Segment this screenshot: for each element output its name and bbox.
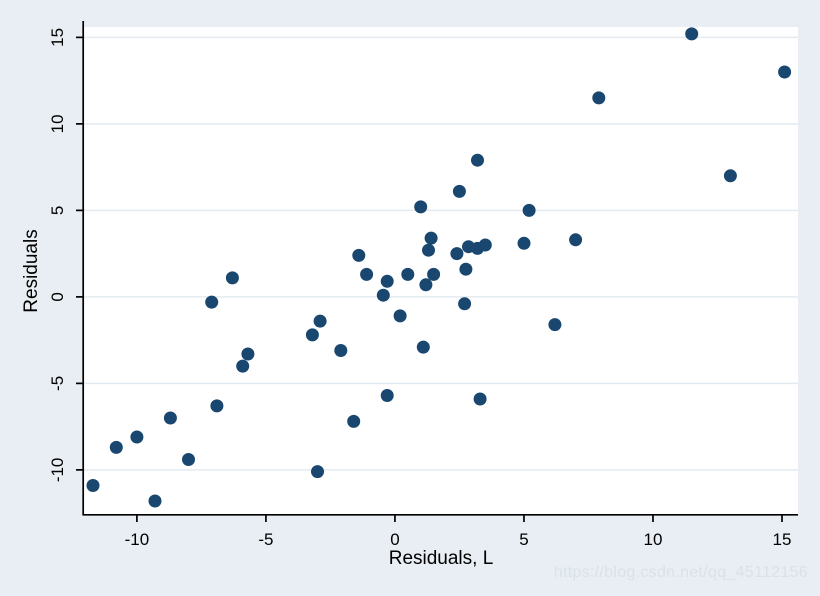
data-point: [360, 267, 374, 281]
x-tick-label: -10: [125, 530, 150, 549]
data-point: [473, 392, 487, 406]
x-tick-label: -5: [258, 530, 273, 549]
data-point: [311, 465, 324, 479]
data-point: [109, 440, 123, 454]
y-tick-label: 0: [48, 292, 67, 301]
data-point: [685, 27, 699, 41]
x-axis-title: Residuals, L: [388, 548, 494, 569]
data-point: [517, 236, 531, 250]
data-point: [225, 271, 239, 285]
data-point: [419, 278, 433, 292]
y-axis-title: Residuals: [21, 229, 42, 313]
data-point: [163, 411, 177, 425]
data-point: [182, 453, 195, 466]
y-tick-label: -10: [48, 458, 67, 483]
x-tick-label: 10: [644, 530, 663, 549]
data-point: [459, 262, 473, 276]
x-tick-label: 5: [519, 530, 528, 549]
data-point: [414, 200, 428, 214]
data-point: [450, 247, 464, 261]
data-point: [592, 91, 606, 105]
data-point: [380, 389, 394, 402]
data-point: [305, 328, 319, 342]
data-point: [313, 314, 327, 328]
data-point: [416, 340, 430, 354]
data-point: [427, 267, 441, 281]
data-point: [148, 494, 162, 508]
data-point: [393, 309, 407, 323]
data-point: [352, 248, 366, 262]
data-point: [130, 430, 144, 444]
data-point: [478, 238, 492, 252]
data-point: [86, 479, 100, 492]
data-point: [422, 243, 435, 257]
y-tick-label: -5: [48, 376, 67, 391]
data-point: [778, 65, 792, 79]
plot-area: [84, 27, 798, 514]
data-point: [380, 274, 394, 288]
watermark-url: https://blog.csdn.net/qq_45112156: [553, 564, 808, 581]
y-tick-label: 10: [48, 114, 67, 133]
data-point: [334, 344, 348, 357]
data-point: [569, 233, 583, 247]
y-tick-label: 15: [48, 28, 67, 47]
data-point: [236, 359, 250, 373]
data-point: [471, 153, 484, 167]
data-point: [401, 267, 415, 281]
data-point: [723, 169, 737, 183]
data-point: [522, 203, 536, 217]
data-point: [548, 318, 562, 332]
x-tick-label: 15: [773, 530, 792, 549]
data-point: [376, 288, 390, 302]
data-point: [458, 297, 472, 311]
data-point: [424, 231, 438, 245]
y-tick-label: 5: [48, 206, 67, 215]
data-point: [210, 399, 224, 413]
data-point: [241, 347, 255, 361]
x-tick-label: 0: [390, 530, 399, 549]
data-point: [347, 414, 361, 428]
data-point: [452, 184, 466, 198]
data-point: [205, 295, 219, 309]
